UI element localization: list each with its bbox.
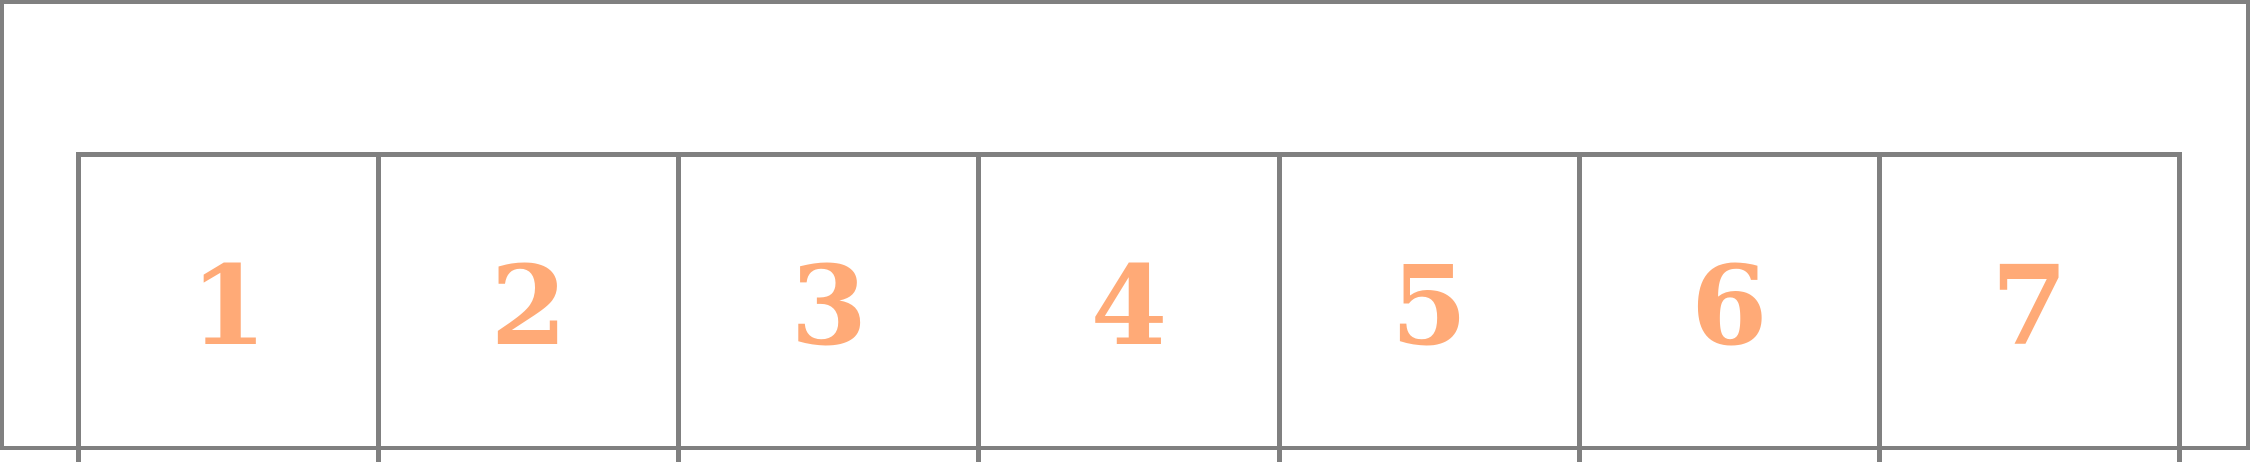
- number-cell: 6: [1576, 157, 1877, 462]
- cell-number-label: 2: [490, 240, 567, 370]
- cell-number-label: 3: [790, 240, 868, 370]
- cell-number-label: 5: [1390, 240, 1468, 370]
- number-cell: 5: [1276, 157, 1577, 462]
- number-cells-row: 1 2 3 4 5 6 7: [76, 152, 2182, 462]
- cell-number-label: 4: [1090, 240, 1168, 370]
- cell-number-label: 7: [1991, 240, 2068, 370]
- number-cell: 4: [976, 157, 1276, 462]
- number-cell: 1: [76, 157, 376, 462]
- number-cell: 7: [1876, 157, 2182, 462]
- cell-number-label: 6: [1691, 240, 1768, 370]
- number-cell: 3: [676, 157, 976, 462]
- cell-number-label: 1: [190, 240, 267, 370]
- number-cell: 2: [376, 157, 676, 462]
